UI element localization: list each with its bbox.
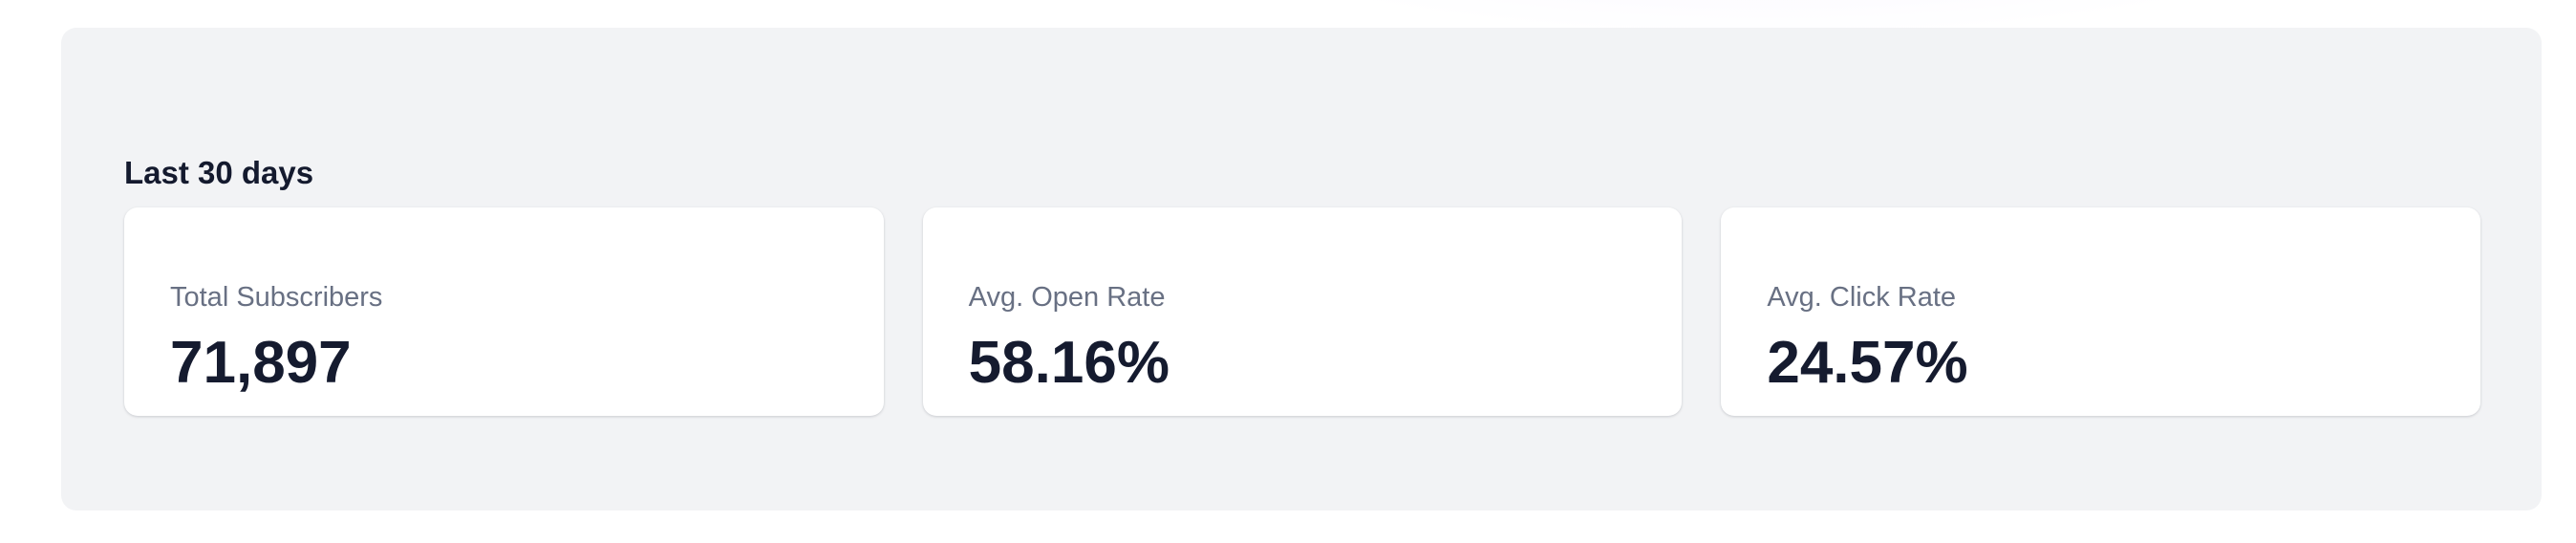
stat-value: 24.57% (1767, 330, 1968, 396)
stat-cards: Total Subscribers 71,897 Avg. Open Rate … (124, 207, 2481, 416)
stat-label: Avg. Open Rate (968, 282, 1166, 313)
stats-panel: Last 30 days Total Subscribers 71,897 Av… (61, 28, 2542, 510)
stat-value: 58.16% (968, 330, 1170, 396)
stat-card-avg-click-rate: Avg. Click Rate 24.57% (1721, 207, 2481, 416)
stat-label: Total Subscribers (170, 282, 383, 313)
stat-card-total-subscribers: Total Subscribers 71,897 (124, 207, 884, 416)
stat-label: Avg. Click Rate (1767, 282, 1957, 313)
stat-value: 71,897 (170, 330, 352, 396)
stat-card-avg-open-rate: Avg. Open Rate 58.16% (922, 207, 1683, 416)
period-heading: Last 30 days (124, 155, 314, 190)
